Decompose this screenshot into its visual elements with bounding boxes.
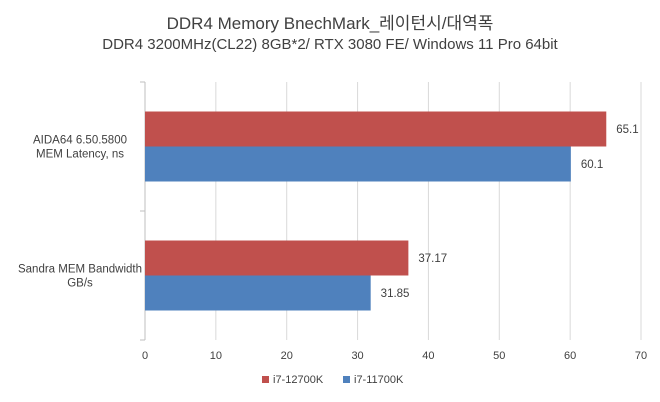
chart-subtitle: DDR4 3200MHz(CL22) 8GB*2/ RTX 3080 FE/ W…	[102, 36, 558, 53]
x-tick-label-50: 50	[493, 350, 505, 362]
x-tick-label-30: 30	[351, 350, 363, 362]
legend-swatch-i7-12700K	[262, 376, 269, 383]
x-tick-label-60: 60	[564, 350, 576, 362]
x-tick-label-70: 70	[635, 350, 647, 362]
chart-title: DDR4 Memory BnechMark_레이턴시/대역폭	[166, 14, 494, 33]
legend-label-i7-12700K: i7-12700K	[273, 374, 324, 386]
category-label: GB/s	[67, 278, 93, 290]
category-label: AIDA64 6.50.5800	[33, 135, 127, 147]
data-label-i7-12700K-0: 65.1	[616, 124, 638, 136]
data-label-i7-11700K-0: 60.1	[581, 159, 603, 171]
category-label: MEM Latency, ns	[36, 149, 124, 161]
bar-i7-12700K-1	[145, 240, 409, 276]
legend-label-i7-11700K: i7-11700K	[354, 374, 404, 386]
bar-i7-12700K-0	[145, 111, 607, 147]
x-tick-label-40: 40	[422, 350, 434, 362]
data-label-i7-12700K-1: 37.17	[418, 253, 447, 265]
data-label-i7-11700K-1: 31.85	[381, 288, 410, 300]
x-tick-label-10: 10	[210, 350, 222, 362]
x-tick-label-0: 0	[142, 350, 148, 362]
x-tick-label-20: 20	[281, 350, 293, 362]
bar-i7-11700K-0	[145, 146, 571, 182]
legend-swatch-i7-11700K	[343, 376, 350, 383]
bar-i7-11700K-1	[145, 275, 371, 311]
category-label: Sandra MEM Bandwidth	[18, 264, 142, 276]
